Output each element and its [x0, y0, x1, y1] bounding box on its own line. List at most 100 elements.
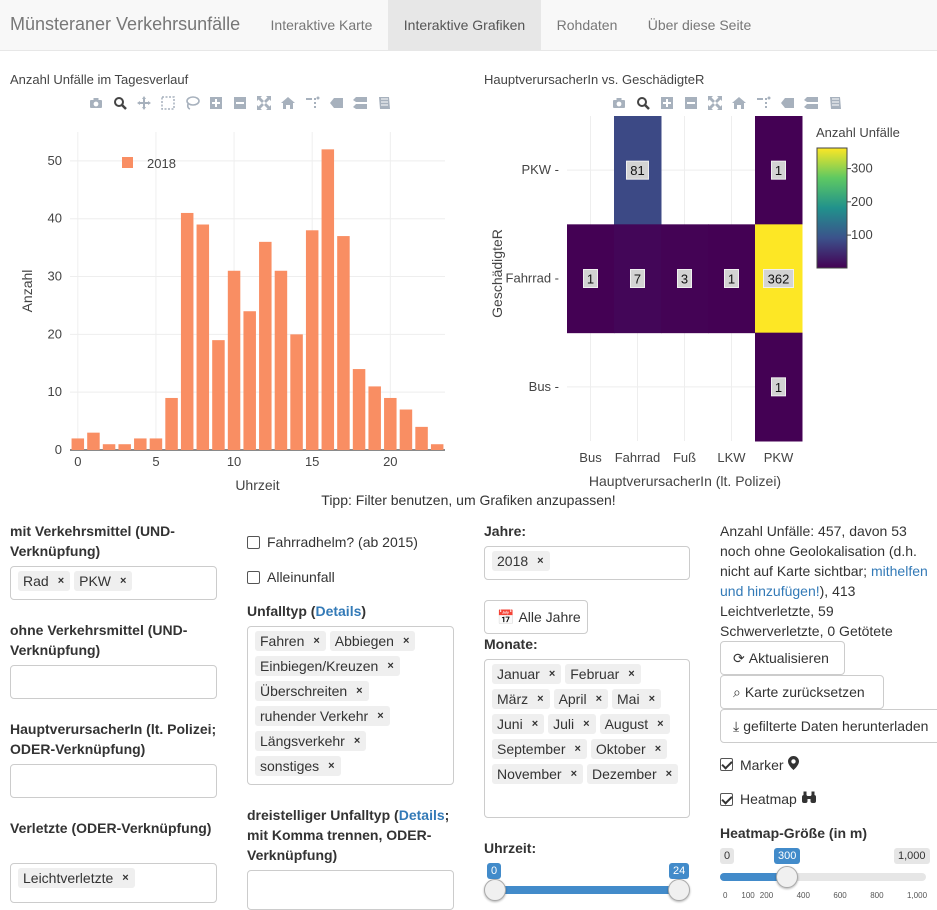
tab-interaktive-karte[interactable]: Interaktive Karte	[270, 17, 373, 33]
spike-lines-icon[interactable]	[304, 95, 320, 111]
zoom-icon[interactable]	[635, 95, 651, 111]
remove-icon[interactable]: ×	[574, 743, 581, 755]
remove-icon[interactable]: ×	[122, 872, 129, 884]
bar[interactable]	[134, 438, 147, 450]
pan-icon[interactable]	[136, 95, 152, 111]
bar[interactable]	[368, 386, 381, 450]
uhrzeit-from-handle[interactable]	[484, 879, 506, 901]
chip-pkw[interactable]: PKW ×	[74, 571, 133, 591]
chip-november[interactable]: November ×	[492, 764, 584, 784]
bar-chart[interactable]: 0 10 20 30 40 50 0 5 10 15 20 Uhrzeit Anzahl 2018	[0, 112, 460, 492]
alle-jahre-button[interactable]: 📅 Alle Jahre	[484, 600, 588, 634]
heatmap-checkbox[interactable]: Heatmap	[720, 791, 817, 807]
bar[interactable]	[337, 236, 350, 450]
legend-label[interactable]: 2018	[147, 156, 176, 171]
autoscale-icon[interactable]	[707, 95, 723, 111]
chip-rad[interactable]: Rad ×	[18, 571, 71, 591]
chip-sonstiges[interactable]: sonstiges ×	[255, 756, 341, 776]
remove-icon[interactable]: ×	[537, 693, 544, 705]
zoom-in-icon[interactable]	[208, 95, 224, 111]
bar[interactable]	[321, 149, 335, 450]
zoom-in-icon[interactable]	[659, 95, 675, 111]
remove-icon[interactable]: ×	[387, 660, 394, 672]
bar[interactable]	[415, 426, 428, 450]
heatmap-size-handle[interactable]	[776, 866, 798, 888]
bar[interactable]	[227, 270, 241, 450]
checkbox-box[interactable]	[247, 535, 260, 549]
aktualisieren-button[interactable]: ⟳ Aktualisieren	[720, 641, 845, 675]
bar[interactable]	[430, 444, 444, 450]
zoom-out-icon[interactable]	[232, 95, 248, 111]
remove-icon[interactable]: ×	[583, 718, 590, 730]
bar[interactable]	[290, 334, 303, 450]
chip-leichtverletzte[interactable]: Leichtverletzte ×	[18, 868, 135, 888]
remove-icon[interactable]: ×	[657, 718, 664, 730]
hover-closest-icon[interactable]	[328, 95, 344, 111]
remove-icon[interactable]: ×	[648, 693, 656, 705]
chip-oktober[interactable]: Oktober ×	[590, 739, 668, 759]
chip-fahren[interactable]: Fahren ×	[255, 631, 326, 651]
chip-februar[interactable]: Februar ×	[565, 664, 641, 684]
download-button[interactable]: ⤓ gefilterte Daten herunterladen	[720, 709, 937, 743]
chip-august[interactable]: August ×	[599, 714, 670, 734]
camera-icon[interactable]	[611, 95, 627, 111]
bar[interactable]	[384, 397, 397, 450]
bar[interactable]	[305, 230, 319, 450]
remove-icon[interactable]: ×	[665, 768, 673, 780]
remove-icon[interactable]: ×	[120, 575, 127, 587]
karte-zuruecksetzen-button[interactable]: ⌕ Karte zurücksetzen	[720, 675, 884, 709]
fahrradhelm-checkbox[interactable]: Fahrradhelm? (ab 2015)	[247, 534, 418, 550]
reset-axes-icon[interactable]	[280, 95, 296, 111]
remove-icon[interactable]: ×	[356, 685, 363, 697]
tab-rohdaten[interactable]: Rohdaten	[556, 17, 618, 33]
alleinunfall-checkbox[interactable]: Alleinunfall	[247, 569, 335, 585]
monate-select[interactable]: Januar × Februar × März × April × Mai × Juni × Juli ×…	[484, 659, 690, 818]
chip-januar[interactable]: Januar ×	[492, 664, 562, 684]
ohne-verkehrsmittel-select[interactable]	[10, 665, 217, 699]
chip-ueberschreiten[interactable]: Überschreiten ×	[255, 681, 369, 701]
lasso-icon[interactable]	[184, 95, 200, 111]
bar[interactable]	[118, 444, 131, 450]
chip-dezember[interactable]: Dezember ×	[587, 764, 679, 784]
dreistellig-details-link[interactable]: Details	[398, 807, 445, 823]
remove-icon[interactable]: ×	[57, 575, 65, 587]
bar[interactable]	[274, 270, 288, 450]
bar[interactable]	[102, 444, 116, 450]
bar[interactable]	[71, 438, 85, 450]
plotly-logo-icon[interactable]	[827, 95, 843, 111]
marker-checkbox[interactable]: Marker	[720, 756, 799, 773]
bar[interactable]	[196, 224, 210, 450]
jahre-select[interactable]: 2018 ×	[484, 546, 690, 580]
hover-compare-icon[interactable]	[352, 95, 368, 111]
remove-icon[interactable]: ×	[548, 668, 556, 680]
chip-laengsverkehr[interactable]: Längsverkehr ×	[255, 731, 367, 751]
remove-icon[interactable]: ×	[595, 693, 603, 705]
tab-interaktive-grafiken[interactable]: Interaktive Grafiken	[388, 0, 541, 50]
bar[interactable]	[87, 432, 100, 450]
mithelfen-link[interactable]: mithelfen und hinzufügen!	[720, 563, 928, 599]
hauptverursacher-select[interactable]	[10, 764, 217, 798]
remove-icon[interactable]: ×	[377, 710, 384, 722]
remove-icon[interactable]: ×	[654, 743, 662, 755]
verletzte-select[interactable]: Leichtverletzte ×	[10, 863, 217, 903]
chip-märz[interactable]: März ×	[492, 689, 550, 709]
hover-closest-icon[interactable]	[779, 95, 795, 111]
legend-swatch[interactable]	[122, 157, 133, 168]
chip-september[interactable]: September ×	[492, 739, 587, 759]
remove-icon[interactable]: ×	[570, 768, 578, 780]
checkbox-box[interactable]	[720, 792, 733, 806]
remove-icon[interactable]: ×	[628, 668, 635, 680]
zoom-icon[interactable]	[112, 95, 128, 111]
chip-einbiegen-kreuzen[interactable]: Einbiegen/Kreuzen ×	[255, 656, 400, 676]
unfalltyp-details-link[interactable]: Details	[315, 603, 362, 619]
autoscale-icon[interactable]	[256, 95, 272, 111]
remove-icon[interactable]: ×	[328, 760, 335, 772]
tab-ueber-diese-seite[interactable]: Über diese Seite	[647, 17, 752, 33]
zoom-out-icon[interactable]	[683, 95, 699, 111]
bar[interactable]	[212, 340, 225, 450]
bar[interactable]	[180, 212, 194, 450]
bar[interactable]	[399, 409, 413, 450]
unfalltyp-select[interactable]: Fahren × Abbiegen × Einbiegen/Kreuzen × Übe…	[247, 626, 454, 785]
checkbox-box[interactable]	[720, 758, 733, 771]
